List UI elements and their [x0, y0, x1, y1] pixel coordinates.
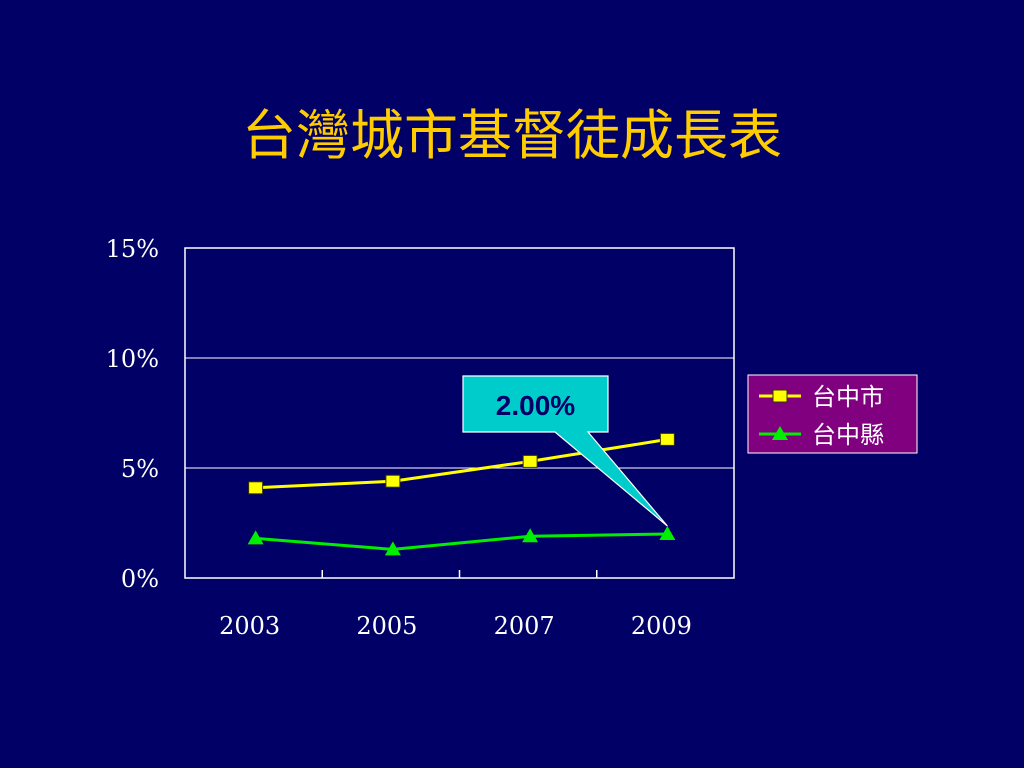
y-tick-label: 15% — [106, 235, 159, 263]
plot-area — [184, 247, 735, 579]
x-tick-label: 2005 — [356, 612, 417, 640]
callout: 2.00% — [462, 375, 668, 527]
data-point-0 — [385, 474, 401, 488]
data-point-0 — [522, 454, 538, 468]
plot-border — [184, 247, 735, 579]
callout-text: 2.00% — [496, 390, 575, 421]
legend-label: 台中縣 — [812, 421, 884, 449]
legend-marker — [772, 389, 788, 403]
legend-marker — [772, 426, 788, 440]
axis-labels: 0% 5% 10% 15% 2003 2005 2007 2009 — [106, 235, 692, 640]
y-tick-label: 0% — [121, 565, 159, 593]
data-point-1 — [522, 528, 539, 543]
y-tick-label: 10% — [106, 345, 159, 373]
callout-shape — [462, 375, 668, 527]
x-tick-label: 2007 — [494, 612, 555, 640]
data-point-0 — [248, 481, 264, 495]
y-tick-label: 5% — [121, 455, 159, 483]
slide-title: 台灣城市基督徒成長表 — [242, 104, 782, 167]
data-point-1 — [247, 530, 264, 545]
series-layer — [247, 432, 676, 556]
data-point-1 — [384, 541, 401, 556]
x-tick-label: 2003 — [219, 612, 280, 640]
x-tick-label: 2009 — [631, 612, 692, 640]
legend-label: 台中市 — [812, 383, 884, 411]
data-point-0 — [659, 432, 675, 446]
data-point-1 — [659, 526, 676, 540]
series-line-1 — [255, 532, 668, 551]
